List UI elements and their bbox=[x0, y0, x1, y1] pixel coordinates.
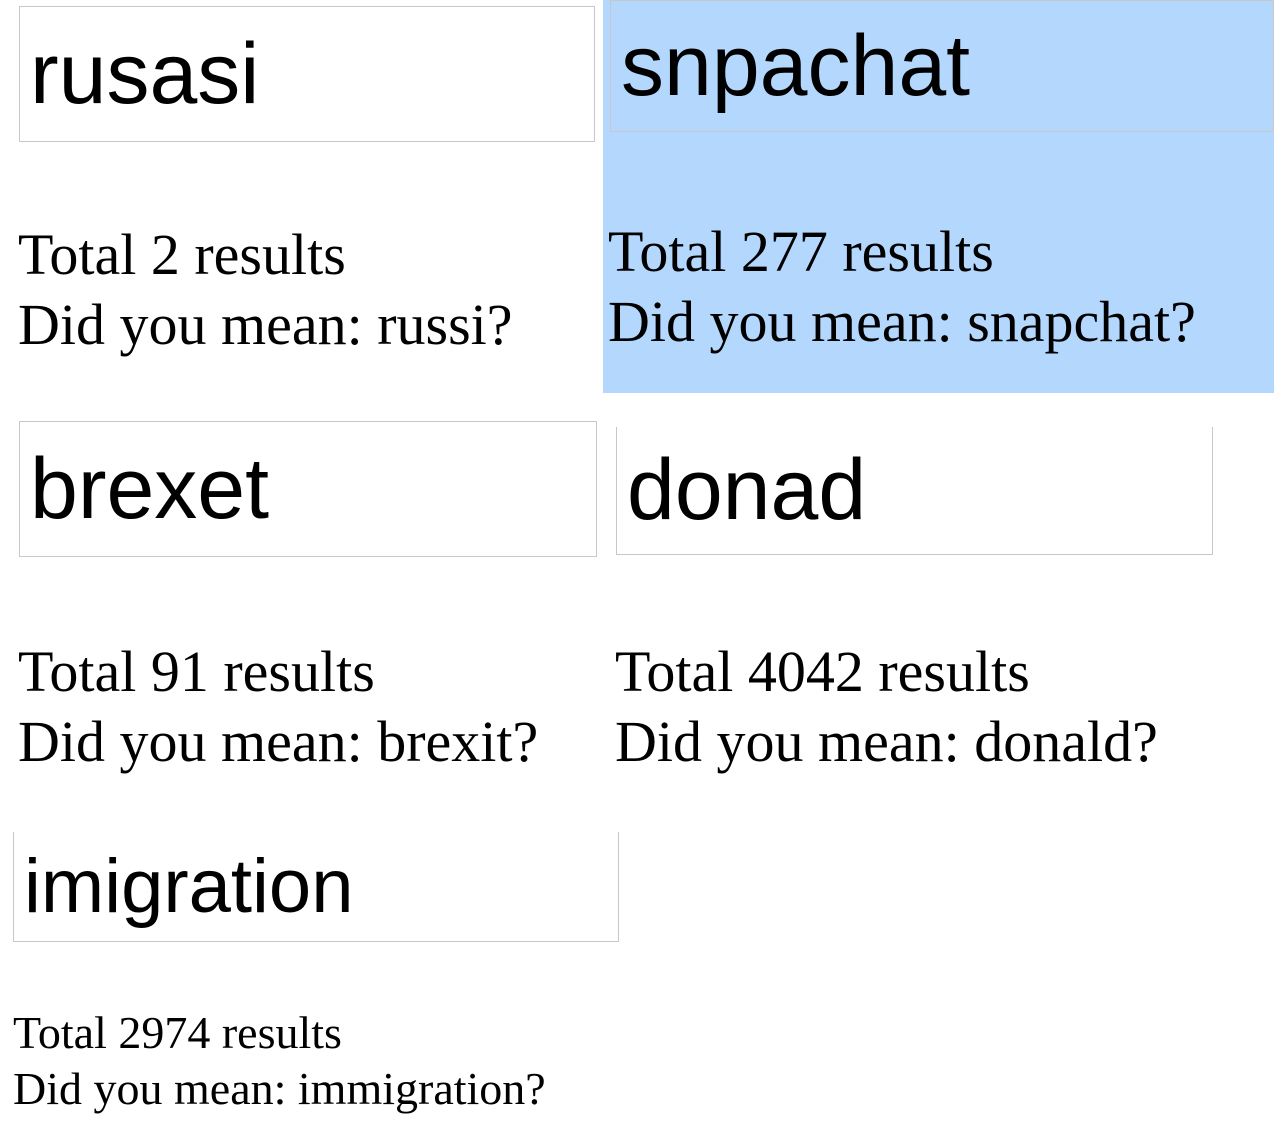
results-summary: Total 2 results Did you mean: russi? bbox=[18, 220, 513, 360]
did-you-mean-suggestion: Did you mean: snapchat? bbox=[608, 289, 1196, 354]
search-input[interactable] bbox=[616, 427, 1213, 555]
did-you-mean-suggestion: Did you mean: russi? bbox=[18, 292, 513, 357]
total-results: Total 4042 results bbox=[615, 639, 1030, 704]
results-summary: Total 2974 results Did you mean: immigra… bbox=[13, 1005, 546, 1117]
search-input[interactable] bbox=[610, 0, 1274, 132]
results-summary: Total 277 results Did you mean: snapchat… bbox=[608, 217, 1196, 357]
results-summary: Total 4042 results Did you mean: donald? bbox=[615, 637, 1158, 777]
search-panel-brexet: Total 91 results Did you mean: brexit? bbox=[0, 405, 600, 805]
total-results: Total 2 results bbox=[18, 222, 346, 287]
search-panel-snpachat: Total 277 results Did you mean: snapchat… bbox=[603, 0, 1274, 393]
did-you-mean-suggestion: Did you mean: donald? bbox=[615, 709, 1158, 774]
search-panel-rusasi: Total 2 results Did you mean: russi? bbox=[0, 0, 600, 400]
search-panel-imigration: Total 2974 results Did you mean: immigra… bbox=[0, 820, 640, 1120]
total-results: Total 91 results bbox=[18, 639, 375, 704]
search-input[interactable] bbox=[19, 421, 597, 557]
did-you-mean-suggestion: Did you mean: immigration? bbox=[13, 1063, 546, 1114]
search-input[interactable] bbox=[13, 832, 619, 942]
did-you-mean-suggestion: Did you mean: brexit? bbox=[18, 709, 539, 774]
results-summary: Total 91 results Did you mean: brexit? bbox=[18, 637, 538, 777]
total-results: Total 2974 results bbox=[13, 1007, 342, 1058]
search-panel-donad: Total 4042 results Did you mean: donald? bbox=[603, 405, 1274, 805]
total-results: Total 277 results bbox=[608, 219, 994, 284]
search-input[interactable] bbox=[19, 6, 595, 142]
